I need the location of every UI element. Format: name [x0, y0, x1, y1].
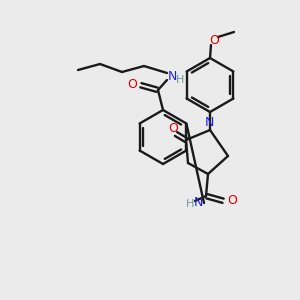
Text: O: O: [209, 34, 219, 46]
Text: O: O: [227, 194, 237, 208]
Text: H: H: [186, 199, 194, 209]
Text: N: N: [167, 70, 177, 83]
Text: O: O: [127, 79, 137, 92]
Text: H: H: [176, 75, 184, 85]
Text: O: O: [168, 122, 178, 136]
Text: N: N: [204, 116, 214, 130]
Text: N: N: [193, 196, 203, 209]
